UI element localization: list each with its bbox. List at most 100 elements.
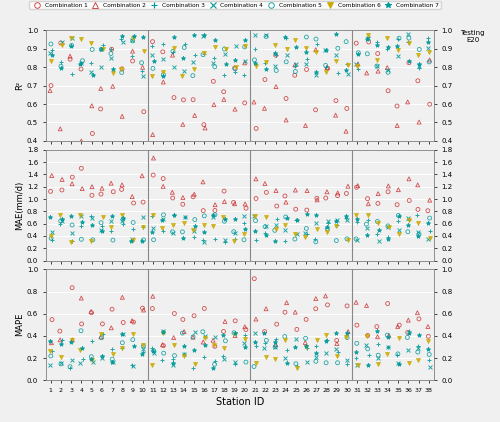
Point <box>282 45 290 52</box>
Point <box>382 46 390 53</box>
Point <box>46 50 54 57</box>
Point <box>211 201 219 208</box>
Point <box>343 361 351 368</box>
Point <box>160 329 168 336</box>
Point <box>129 219 137 226</box>
Point <box>47 82 55 89</box>
Point <box>220 198 228 205</box>
Point <box>252 343 260 349</box>
Point <box>404 99 411 106</box>
Point <box>230 199 237 206</box>
Point <box>118 218 126 225</box>
Point <box>181 214 189 220</box>
Point <box>313 336 321 343</box>
Point <box>364 36 372 43</box>
Point <box>129 35 137 41</box>
Point <box>303 207 311 214</box>
Point <box>201 342 209 349</box>
Point <box>302 66 310 73</box>
Point <box>293 216 301 223</box>
Point <box>46 188 54 195</box>
Point <box>150 57 158 64</box>
Point <box>140 34 147 41</box>
Point <box>271 344 279 350</box>
Point <box>292 62 300 69</box>
Point <box>272 226 280 233</box>
Point <box>200 222 207 228</box>
Point <box>394 351 402 357</box>
Point <box>158 341 166 348</box>
Point <box>138 68 145 75</box>
Point <box>426 227 434 234</box>
Point <box>240 72 248 78</box>
Point <box>364 200 372 207</box>
Point <box>271 49 279 56</box>
Point <box>281 333 289 340</box>
Point <box>56 40 64 46</box>
Point <box>97 219 105 226</box>
Point <box>148 131 156 138</box>
Point <box>76 61 84 68</box>
Point <box>222 338 230 344</box>
Y-axis label: MAE(mm/d): MAE(mm/d) <box>15 181 24 230</box>
Point <box>99 42 107 49</box>
Point <box>128 236 136 243</box>
Point <box>334 221 342 228</box>
Point <box>384 332 392 338</box>
Point <box>179 316 187 323</box>
Point <box>332 346 340 353</box>
Point <box>200 332 208 339</box>
Point <box>78 57 86 64</box>
Point <box>323 337 331 344</box>
Point <box>242 205 250 211</box>
Point <box>190 32 198 39</box>
Point <box>68 42 76 49</box>
Point <box>48 228 56 235</box>
Point <box>334 192 342 199</box>
Point <box>312 211 320 218</box>
Point <box>78 185 86 192</box>
Point <box>220 88 228 95</box>
Point <box>324 218 332 225</box>
Point <box>426 101 434 108</box>
Point <box>118 35 126 42</box>
Point <box>282 238 290 245</box>
Point <box>384 300 392 307</box>
Point <box>384 67 392 73</box>
Point <box>373 63 381 70</box>
Point <box>89 359 97 365</box>
Point <box>190 346 198 353</box>
Point <box>363 225 371 232</box>
Point <box>272 341 280 348</box>
Point <box>180 55 188 62</box>
Point <box>117 66 125 73</box>
Point <box>414 77 422 84</box>
Point <box>312 46 320 53</box>
Point <box>66 363 74 370</box>
Point <box>332 217 340 224</box>
Point <box>343 303 351 309</box>
Point <box>241 323 249 330</box>
Point <box>240 212 248 219</box>
Point <box>362 342 370 349</box>
Point <box>66 56 74 62</box>
Point <box>178 228 186 235</box>
Point <box>272 335 280 342</box>
Point <box>292 206 300 213</box>
Point <box>158 216 166 223</box>
Point <box>404 214 411 221</box>
Point <box>107 50 115 57</box>
Point <box>200 121 208 128</box>
Point <box>241 200 249 207</box>
Point <box>210 342 218 349</box>
Point <box>282 355 290 362</box>
Point <box>109 237 117 243</box>
Point <box>281 222 289 228</box>
Point <box>415 65 423 72</box>
Point <box>394 230 402 237</box>
Point <box>88 309 96 316</box>
Point <box>220 332 228 339</box>
Point <box>190 66 198 73</box>
Point <box>424 346 432 352</box>
Point <box>334 70 342 76</box>
